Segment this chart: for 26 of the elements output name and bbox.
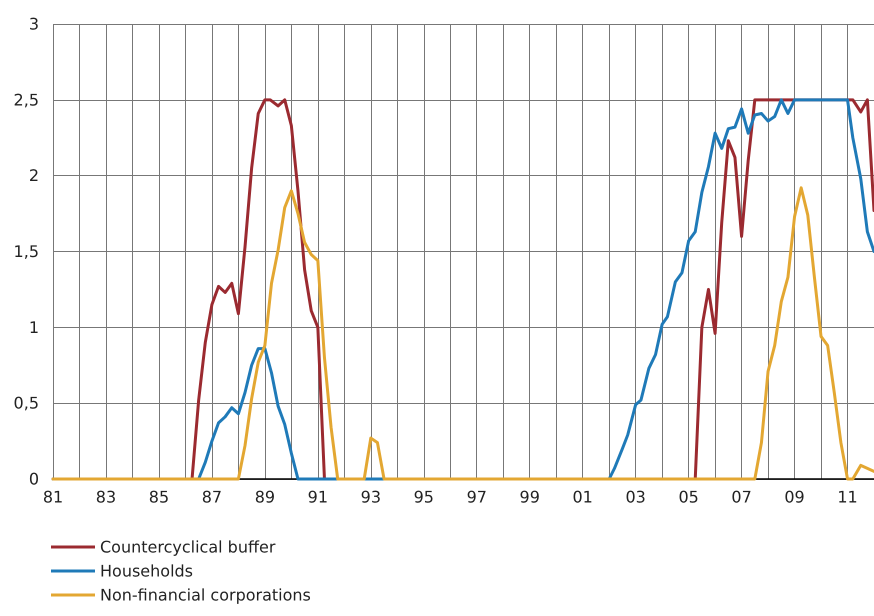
x-tick-label: 01 xyxy=(572,488,593,506)
x-tick-label: 99 xyxy=(520,488,540,506)
y-tick-label: 3 xyxy=(28,14,39,34)
x-tick-label: 93 xyxy=(360,488,381,506)
x-tick-label: 91 xyxy=(308,488,328,506)
y-tick-label: 2,5 xyxy=(14,90,39,110)
y-tick-label: 0 xyxy=(28,470,39,488)
x-tick-label: 89 xyxy=(254,488,276,506)
x-tick-label: 83 xyxy=(96,488,116,506)
x-tick-label: 09 xyxy=(784,488,805,506)
y-tick-label: 1 xyxy=(28,318,39,337)
legend-label: Households xyxy=(100,562,194,580)
y-tick-label: 0,5 xyxy=(14,394,39,413)
x-tick-label: 85 xyxy=(148,488,170,506)
x-tick-label: 87 xyxy=(202,488,222,506)
legend-label: Countercyclical buffer xyxy=(100,538,276,556)
x-tick-label: 03 xyxy=(625,488,646,506)
x-tick-label: 95 xyxy=(414,488,434,506)
x-tick-label: 05 xyxy=(678,488,699,506)
x-tick-label: 97 xyxy=(466,488,487,506)
legend-label: Non-financial corporations xyxy=(100,586,311,604)
y-tick-label: 1,5 xyxy=(14,242,39,261)
x-tick-label: 07 xyxy=(731,488,752,506)
x-tick-label: 11 xyxy=(837,488,858,506)
y-tick-label: 2 xyxy=(28,166,39,186)
x-tick-label: 81 xyxy=(42,488,64,506)
